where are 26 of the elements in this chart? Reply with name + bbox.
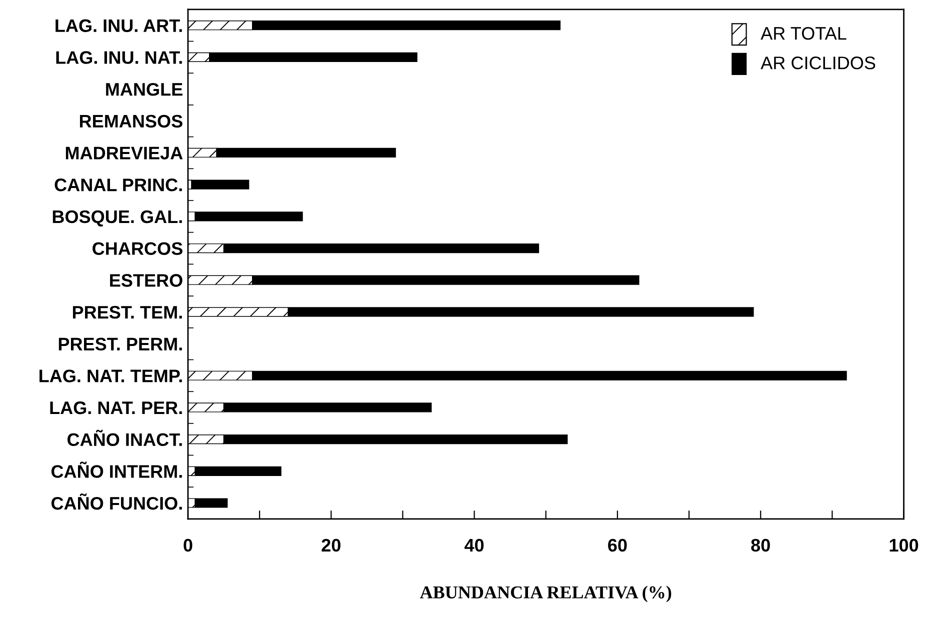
legend-label: AR CICLIDOS: [760, 56, 876, 70]
x-tick-label: 80: [751, 538, 770, 552]
y-tick-label: MADREVIEJA: [66, 146, 183, 160]
y-tick-label: LAG. INU. NAT.: [56, 51, 182, 64]
y-tick-label: BOSQUE. GAL.: [52, 210, 182, 227]
y-tick-label: CANAL PRINC.: [54, 178, 182, 192]
x-tick-label: 60: [608, 538, 627, 552]
x-tick-label: 20: [322, 538, 340, 552]
y-tick-label: PREST. PERM.: [58, 338, 182, 351]
y-tick-label: MANGLE: [106, 82, 182, 96]
y-tick-label: PREST. TEM.: [72, 306, 182, 319]
text: AR TOTAL: [760, 26, 846, 40]
y-tick-label: CHARCOS: [92, 242, 182, 255]
bar: [191, 180, 250, 190]
y-tick-label: LAG. INU. ART.: [56, 19, 182, 32]
x-axis-title: ABUNDANCIA RELATIVA (%): [420, 586, 672, 602]
x-tick-label: 100: [890, 538, 918, 552]
y-tick-label: CAÑO FUNCIO.: [51, 493, 182, 510]
y-tick-label: ESTERO: [110, 274, 182, 287]
y-tick-label: REMANSOS: [80, 114, 182, 128]
x-tick-label: 0: [184, 538, 192, 552]
y-tick-label: LAG. NAT. TEMP.: [40, 370, 182, 382]
y-tick-label: CAÑO INTERM.: [51, 462, 182, 478]
x-tick-label: 40: [464, 538, 484, 552]
y-tick-label: LAG. NAT. PER.: [50, 401, 182, 414]
y-tick-label: CAÑO INACT.: [68, 430, 182, 446]
